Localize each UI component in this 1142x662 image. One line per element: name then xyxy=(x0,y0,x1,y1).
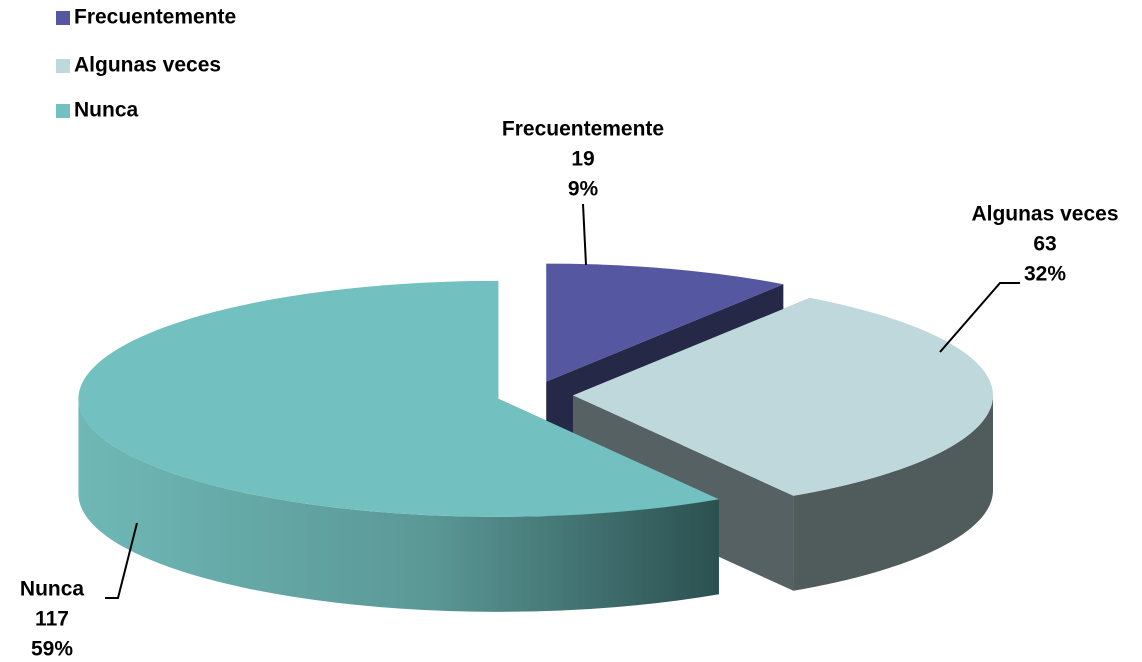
slice xyxy=(572,297,993,496)
data-label-percent: 32% xyxy=(1024,263,1066,286)
legend-label: Nunca xyxy=(74,99,139,122)
data-label-name: Nunca xyxy=(20,578,85,601)
legend-swatch xyxy=(56,11,70,25)
legend-swatch xyxy=(56,59,70,73)
data-label-value: 117 xyxy=(35,608,69,631)
data-label-percent: 59% xyxy=(31,638,73,661)
legend-label: Frecuentemente xyxy=(74,6,236,29)
data-label-name: Frecuentemente xyxy=(502,118,664,141)
slice xyxy=(78,280,719,517)
slice xyxy=(546,263,784,382)
data-label-percent: 9% xyxy=(568,178,599,201)
data-label-value: 19 xyxy=(571,148,594,171)
data-label-value: 63 xyxy=(1033,233,1056,256)
leader-line xyxy=(105,522,138,599)
legend-swatch xyxy=(56,104,70,118)
leader-line xyxy=(582,203,587,266)
legend-label: Algunas veces xyxy=(74,54,221,77)
leader-line xyxy=(939,282,1020,353)
slice-wall xyxy=(78,398,719,612)
data-label-name: Algunas veces xyxy=(971,203,1118,226)
pie xyxy=(78,263,993,612)
labels: Frecuentemente Algunas veces Nunca Frecuent… xyxy=(20,6,1119,661)
slice-wall xyxy=(793,395,993,591)
